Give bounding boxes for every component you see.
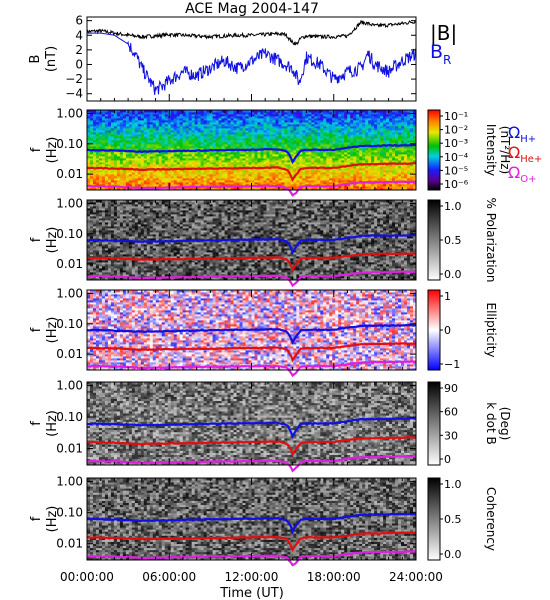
colorbar-tick-label: 10⁻³ bbox=[444, 137, 468, 150]
colorbar-tick-label: 10⁻⁵ bbox=[444, 164, 468, 177]
f-ytick-label: 0.10 bbox=[56, 137, 83, 151]
colorbar bbox=[428, 478, 440, 560]
f-yunit: (Hz) bbox=[45, 410, 60, 437]
colorbar bbox=[428, 290, 440, 370]
x-tick-label: 00:00:00 bbox=[60, 570, 114, 584]
f-ytick-label: 0.01 bbox=[56, 537, 83, 551]
colorbar-tick-label: −1 bbox=[444, 358, 460, 371]
f-ytick-label: 0.01 bbox=[56, 167, 83, 181]
colorbar-tick-label: 90 bbox=[444, 382, 458, 395]
f-ylabel: f bbox=[29, 421, 44, 426]
time-axis: 00:00:00 06:00:00 12:00:00 18:00:00 24:00:00 bbox=[60, 570, 443, 584]
gyro-legend: ΩH+ ΩHe+ ΩO+ bbox=[508, 123, 542, 185]
f-ylabel: f bbox=[29, 516, 44, 521]
spectrogram-panel-3: 1.00 0.10 0.01 f (Hz) 1 0 −1 Ellipticity bbox=[29, 286, 498, 375]
f-ytick-label: 1.00 bbox=[56, 286, 83, 300]
colorbar-tick-label: 0 bbox=[444, 453, 451, 466]
b-ytick-label: 0 bbox=[75, 57, 83, 71]
f-yunit: (Hz) bbox=[45, 317, 60, 344]
f-ytick-label: 0.01 bbox=[56, 347, 83, 361]
colorbar-tick-label: 10⁻⁴ bbox=[444, 151, 469, 164]
b-yunit: (nT) bbox=[44, 46, 59, 72]
legend-omega-h: ΩH+ bbox=[508, 123, 536, 145]
legend-omega-he: ΩHe+ bbox=[508, 143, 542, 165]
colorbar bbox=[428, 110, 440, 190]
colorbar-tick-label: 10⁻⁶ bbox=[444, 178, 469, 191]
f-ylabel: f bbox=[29, 147, 44, 152]
x-tick-label: 06:00:00 bbox=[142, 570, 196, 584]
b-ylabel: B bbox=[28, 55, 43, 64]
colorbar-tick-label: 0.0 bbox=[444, 548, 462, 561]
colorbar-tick-label: 10⁻¹ bbox=[444, 110, 468, 123]
colorbar-tick-label: 30 bbox=[444, 429, 458, 442]
colorbar-label: Ellipticity bbox=[484, 303, 498, 358]
spectrogram-panel-1: 1.00 0.10 0.01 f (Hz) 10⁻¹10⁻²10⁻³10⁻⁴10⁻⁵10⁻… bbox=[29, 106, 512, 195]
colorbar-label: k dot B bbox=[484, 402, 498, 444]
f-ytick-label: 0.01 bbox=[56, 257, 83, 271]
f-ytick-label: 1.00 bbox=[56, 475, 83, 489]
colorbar-tick-label: 0.5 bbox=[444, 513, 462, 526]
x-tick-label: 12:00:00 bbox=[225, 570, 279, 584]
spectrogram-panel-5: 1.00 0.10 0.01 f (Hz) 1.0 0.5 0.0 Coherency bbox=[29, 475, 498, 566]
spectrogram-panel-2: 1.00 0.10 0.01 f (Hz) 1.0 0.5 0.0 % Polarization bbox=[29, 196, 498, 285]
colorbar-tick-label: 0.5 bbox=[444, 234, 462, 247]
x-tick-label: 18:00:00 bbox=[307, 570, 361, 584]
b-ytick-label: −2 bbox=[65, 72, 83, 86]
colorbar-label: Intensity bbox=[484, 124, 498, 176]
colorbar bbox=[428, 200, 440, 280]
x-tick-label: 24:00:00 bbox=[389, 570, 443, 584]
colorbar-label: Coherency bbox=[484, 487, 498, 551]
colorbar-tick-label: 1 bbox=[444, 290, 451, 303]
f-ytick-label: 1.00 bbox=[56, 196, 83, 210]
f-ytick-label: 1.00 bbox=[56, 106, 83, 120]
f-ylabel: f bbox=[29, 237, 44, 242]
colorbar-tick-label: 0 bbox=[444, 324, 451, 337]
colorbar-tick-label: 1.0 bbox=[444, 478, 462, 491]
colorbar-tick-label: 10⁻² bbox=[444, 124, 468, 137]
colorbar-tick-label: 1.0 bbox=[444, 200, 462, 213]
f-ytick-label: 1.00 bbox=[56, 379, 83, 393]
spectrogram-panel-4: 1.00 0.10 0.01 f (Hz) 90 60 30 0 k dot B (Deg) bbox=[29, 379, 512, 471]
f-ytick-label: 0.10 bbox=[56, 317, 83, 331]
b-ytick-label: −4 bbox=[65, 87, 83, 101]
b-ytick-label: 6 bbox=[75, 14, 83, 28]
f-yunit: (Hz) bbox=[45, 506, 60, 533]
f-yunit: (Hz) bbox=[45, 227, 60, 254]
b-ytick-label: 4 bbox=[75, 28, 83, 42]
f-ytick-label: 0.10 bbox=[56, 506, 83, 520]
f-ytick-label: 0.01 bbox=[56, 442, 83, 456]
x-axis-label: Time (UT) bbox=[219, 586, 284, 600]
colorbar bbox=[428, 382, 440, 465]
colorbar-tick-label: 0.0 bbox=[444, 268, 462, 281]
colorbar-unit: (Deg) bbox=[498, 407, 512, 441]
f-ytick-label: 0.10 bbox=[56, 410, 83, 424]
legend-omega-o: ΩO+ bbox=[508, 163, 536, 185]
colorbar-tick-label: 60 bbox=[444, 406, 458, 419]
b-ytick-label: 2 bbox=[75, 43, 83, 57]
f-ytick-label: 0.10 bbox=[56, 227, 83, 241]
f-ylabel: f bbox=[29, 327, 44, 332]
f-yunit: (Hz) bbox=[45, 137, 60, 164]
colorbar-label: % Polarization bbox=[484, 198, 498, 283]
chart-title: ACE Mag 2004-147 bbox=[185, 1, 319, 17]
